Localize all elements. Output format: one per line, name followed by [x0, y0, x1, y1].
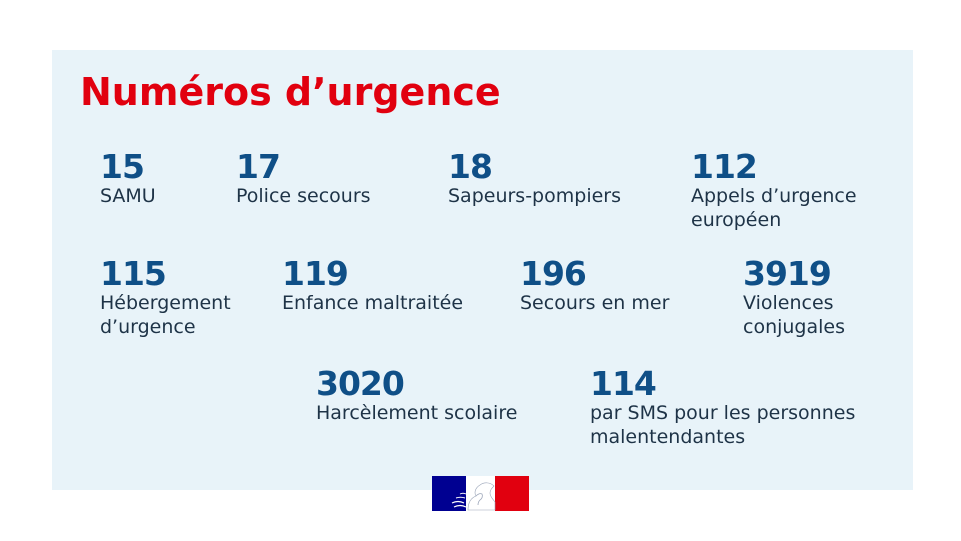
page-title: Numéros d’urgence: [80, 70, 501, 114]
emergency-number: 112: [691, 147, 758, 186]
emergency-entry-sms: 114 par SMS pour les personnes malentend…: [590, 367, 880, 449]
emergency-label: Enfance maltraitée: [282, 292, 464, 314]
emergency-number: 18: [448, 147, 493, 186]
emergency-number: 119: [282, 254, 349, 293]
emergency-number: 114: [590, 364, 657, 403]
emergency-number: 3020: [316, 364, 405, 403]
emergency-number: 196: [520, 254, 587, 293]
emergency-label: Violences conjugales: [743, 292, 846, 338]
emergency-label: Sapeurs-pompiers: [448, 185, 621, 207]
emergency-entry-secours-mer: 196 Secours en mer: [520, 257, 730, 315]
emergency-number: 15: [100, 147, 145, 186]
emergency-number: 115: [100, 254, 167, 293]
emergency-entry-europe: 112 Appels d’urgence européen: [691, 150, 881, 232]
emergency-label: Police secours: [236, 185, 371, 207]
emergency-label: Secours en mer: [520, 292, 670, 314]
emergency-label: SAMU: [100, 185, 156, 207]
emergency-label: Appels d’urgence européen: [691, 185, 857, 231]
emergency-entry-enfance: 119 Enfance maltraitée: [282, 257, 502, 315]
emergency-entry-pompiers: 18 Sapeurs-pompiers: [448, 150, 668, 208]
emergency-entry-hebergement: 115 Hébergement d’urgence: [100, 257, 270, 339]
emergency-label: Harcèlement scolaire: [316, 402, 518, 424]
emergency-number: 3919: [743, 254, 832, 293]
emergency-entry-samu: 15 SAMU: [100, 150, 220, 208]
emergency-label: Hébergement d’urgence: [100, 292, 231, 338]
emergency-number: 17: [236, 147, 281, 186]
emergency-entry-police: 17 Police secours: [236, 150, 426, 208]
emergency-label: par SMS pour les personnes malentendante…: [590, 402, 856, 448]
emergency-numbers-panel: [52, 50, 913, 490]
emergency-entry-harcelement: 3020 Harcèlement scolaire: [316, 367, 566, 425]
marianne-flag-logo-icon: [432, 476, 529, 511]
emergency-entry-violences: 3919 Violences conjugales: [743, 257, 883, 339]
